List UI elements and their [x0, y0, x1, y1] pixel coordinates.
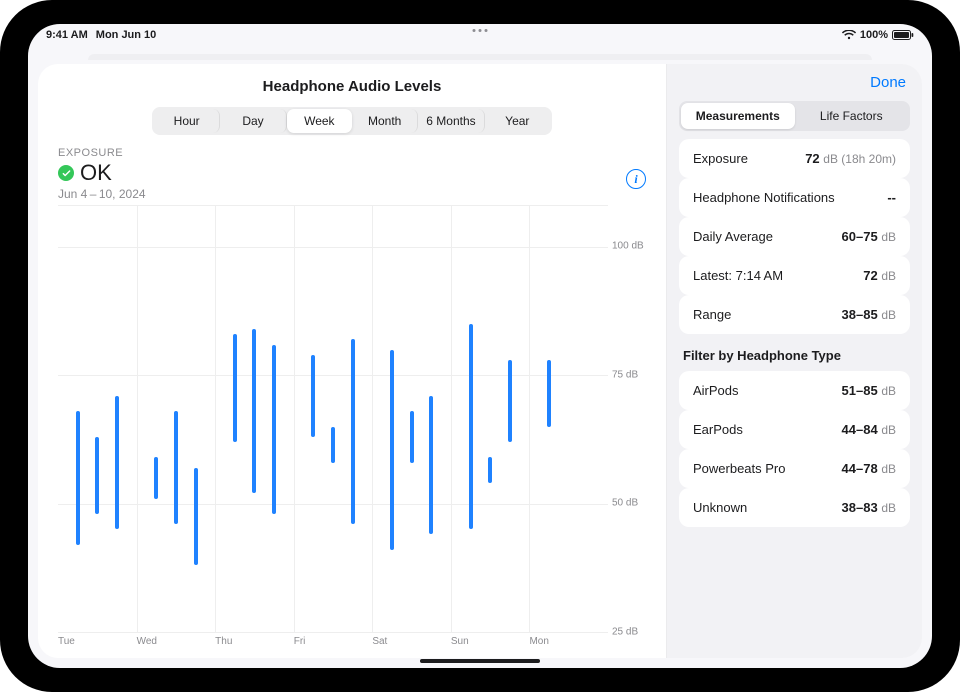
home-indicator[interactable] — [420, 659, 540, 663]
filter-row-2[interactable]: Powerbeats Pro 44–78 dB — [679, 449, 910, 488]
time-segment-year[interactable]: Year — [485, 109, 550, 133]
measurement-row-2[interactable]: Daily Average 60–75 dB — [679, 217, 910, 256]
chart-bar[interactable] — [508, 360, 512, 442]
filter-row-1-label: EarPods — [693, 422, 743, 437]
filter-row-0[interactable]: AirPods 51–85 dB — [679, 371, 910, 410]
y-tick: 75 dB — [612, 369, 638, 380]
multitask-dots[interactable] — [473, 29, 488, 32]
battery-icon — [892, 30, 914, 40]
measurement-row-3[interactable]: Latest: 7:14 AM 72 dB — [679, 256, 910, 295]
chart-bar[interactable] — [95, 437, 99, 514]
audio-level-chart[interactable]: 100 dB75 dB50 dB25 dB — [58, 205, 646, 632]
chart-bar[interactable] — [547, 360, 551, 427]
y-tick: 25 dB — [612, 627, 638, 638]
x-tick: Mon — [529, 636, 608, 650]
done-button[interactable]: Done — [679, 74, 910, 93]
filter-row-3[interactable]: Unknown 38–83 dB — [679, 488, 910, 527]
measurement-row-1-label: Headphone Notifications — [693, 190, 835, 205]
side-panel: Done MeasurementsLife Factors Exposure 72… — [666, 64, 922, 658]
info-button[interactable]: i — [626, 169, 646, 189]
side-tab-life-factors[interactable]: Life Factors — [795, 103, 909, 129]
measurement-row-4-value: 38–85 dB — [842, 307, 896, 322]
device-frame: 9:41 AM Mon Jun 10 100% Headphone Audio … — [0, 0, 960, 692]
side-tab-measurements[interactable]: Measurements — [681, 103, 795, 129]
measurement-row-1-value: -- — [887, 190, 896, 205]
measurement-row-0-value: 72 dB (18h 20m) — [805, 151, 896, 166]
chart-bar[interactable] — [252, 329, 256, 493]
status-ok-icon — [58, 165, 74, 181]
measurement-row-4-label: Range — [693, 307, 731, 322]
x-tick: Thu — [215, 636, 294, 650]
chart-bar[interactable] — [115, 396, 119, 529]
chart-bar[interactable] — [174, 411, 178, 524]
app-sheet: Headphone Audio Levels HourDayWeekMonth6… — [28, 46, 932, 668]
exposure-status: OK — [80, 160, 112, 186]
status-date: Mon Jun 10 — [96, 29, 157, 41]
status-time: 9:41 AM — [46, 29, 88, 41]
time-segment-hour[interactable]: Hour — [154, 109, 220, 133]
x-tick: Sun — [451, 636, 530, 650]
filter-section-title: Filter by Headphone Type — [683, 348, 906, 363]
chart-y-axis: 100 dB75 dB50 dB25 dB — [608, 205, 646, 632]
x-tick: Wed — [137, 636, 216, 650]
chart-bar[interactable] — [272, 345, 276, 514]
chart-bar[interactable] — [194, 468, 198, 566]
page-title: Headphone Audio Levels — [58, 78, 646, 95]
measurement-row-2-value: 60–75 dB — [842, 229, 896, 244]
filter-row-0-value: 51–85 dB — [842, 383, 896, 398]
measurement-row-0[interactable]: Exposure 72 dB (18h 20m) — [679, 139, 910, 178]
measurement-row-0-label: Exposure — [693, 151, 748, 166]
measurement-row-2-label: Daily Average — [693, 229, 773, 244]
filter-row-3-value: 38–83 dB — [842, 500, 896, 515]
filter-row-2-label: Powerbeats Pro — [693, 461, 786, 476]
exposure-label: EXPOSURE — [58, 147, 146, 159]
time-segment-6-months[interactable]: 6 Months — [418, 109, 484, 133]
measurement-row-1[interactable]: Headphone Notifications -- — [679, 178, 910, 217]
status-bar: 9:41 AM Mon Jun 10 100% — [28, 24, 932, 46]
filter-row-1-value: 44–84 dB — [842, 422, 896, 437]
chart-bar[interactable] — [76, 411, 80, 544]
wifi-icon — [842, 30, 856, 40]
screen: 9:41 AM Mon Jun 10 100% Headphone Audio … — [28, 24, 932, 668]
x-tick: Sat — [372, 636, 451, 650]
exposure-date-range: Jun 4 – 10, 2024 — [58, 187, 146, 201]
main-panel: Headphone Audio Levels HourDayWeekMonth6… — [38, 64, 666, 658]
battery-percent: 100% — [860, 29, 888, 41]
chart-bar[interactable] — [469, 324, 473, 529]
chart-bar[interactable] — [154, 457, 158, 498]
filter-row-3-label: Unknown — [693, 500, 747, 515]
side-segmented[interactable]: MeasurementsLife Factors — [679, 101, 910, 131]
chart-bar[interactable] — [390, 350, 394, 550]
x-tick: Tue — [58, 636, 137, 650]
filter-row-0-label: AirPods — [693, 383, 739, 398]
time-segment-day[interactable]: Day — [220, 109, 286, 133]
time-segment-week[interactable]: Week — [287, 109, 352, 133]
chart-x-axis: TueWedThuFriSatSunMon — [58, 636, 646, 650]
chart-bar[interactable] — [488, 457, 492, 483]
chart-bar[interactable] — [311, 355, 315, 437]
measurement-row-4[interactable]: Range 38–85 dB — [679, 295, 910, 334]
time-segment-month[interactable]: Month — [352, 109, 418, 133]
filter-row-1[interactable]: EarPods 44–84 dB — [679, 410, 910, 449]
filter-row-2-value: 44–78 dB — [842, 461, 896, 476]
measurement-row-3-value: 72 dB — [863, 268, 896, 283]
x-tick: Fri — [294, 636, 373, 650]
chart-bar[interactable] — [410, 411, 414, 462]
time-range-segmented[interactable]: HourDayWeekMonth6 MonthsYear — [152, 107, 552, 135]
y-tick: 100 dB — [612, 241, 644, 252]
chart-bar[interactable] — [429, 396, 433, 535]
chart-bar[interactable] — [233, 334, 237, 442]
chart-bar[interactable] — [331, 427, 335, 463]
measurement-row-3-label: Latest: 7:14 AM — [693, 268, 783, 283]
y-tick: 50 dB — [612, 498, 638, 509]
chart-bar[interactable] — [351, 339, 355, 524]
